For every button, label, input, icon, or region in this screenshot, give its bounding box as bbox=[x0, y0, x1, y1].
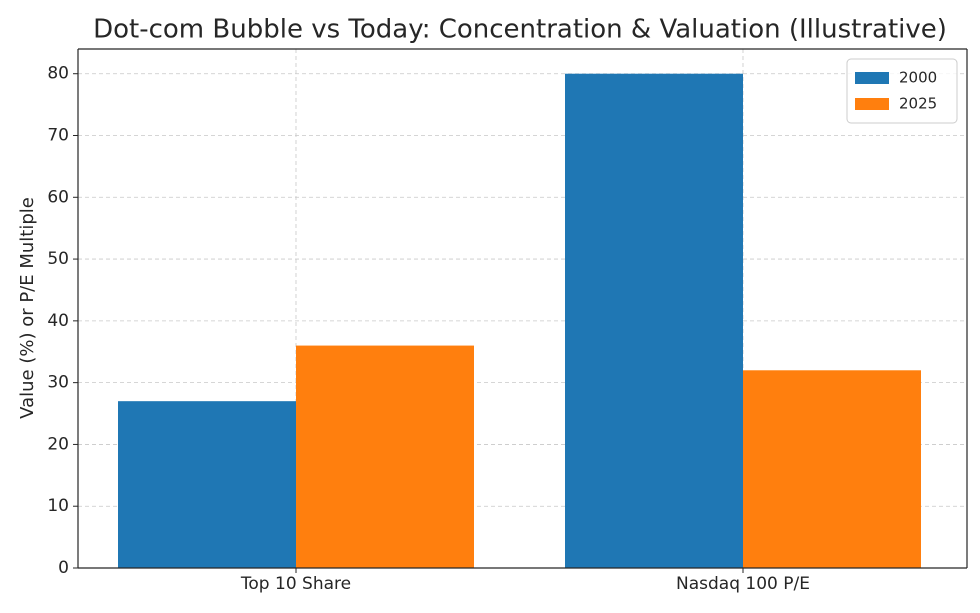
y-tick-label: 0 bbox=[58, 558, 69, 578]
x-tick-label: Top 10 Share bbox=[240, 574, 351, 594]
y-tick-label: 60 bbox=[47, 187, 69, 207]
legend-swatch bbox=[855, 72, 889, 84]
y-tick-label: 30 bbox=[47, 373, 69, 393]
x-tick-label: Nasdaq 100 P/E bbox=[676, 574, 810, 594]
y-tick-label: 40 bbox=[47, 311, 69, 331]
legend-swatch bbox=[855, 98, 889, 110]
grid bbox=[78, 49, 967, 569]
bars bbox=[118, 73, 921, 568]
legend-label: 2000 bbox=[899, 69, 937, 87]
y-tick-label: 80 bbox=[47, 64, 69, 84]
bar bbox=[743, 370, 921, 568]
y-tick-label: 70 bbox=[47, 126, 69, 146]
y-tick-label: 10 bbox=[47, 496, 69, 516]
chart-title: Dot-com Bubble vs Today: Concentration &… bbox=[93, 15, 947, 45]
y-tick-label: 50 bbox=[47, 249, 69, 269]
bar bbox=[565, 73, 743, 568]
bar bbox=[296, 345, 474, 568]
y-axis-label: Value (%) or P/E Multiple bbox=[17, 197, 38, 419]
y-tick-label: 20 bbox=[47, 434, 69, 454]
bar bbox=[118, 401, 296, 568]
legend: 2000 2025 bbox=[846, 58, 958, 124]
legend-label: 2025 bbox=[899, 95, 937, 113]
